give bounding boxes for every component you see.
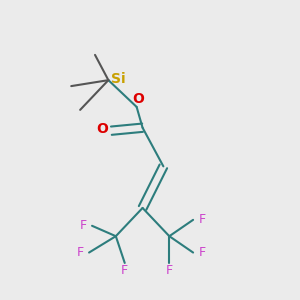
Text: O: O <box>96 122 108 136</box>
Text: O: O <box>132 92 144 106</box>
Text: F: F <box>199 246 206 259</box>
Text: Si: Si <box>112 72 126 86</box>
Text: F: F <box>166 264 173 277</box>
Text: F: F <box>80 219 87 232</box>
Text: F: F <box>121 264 128 277</box>
Text: F: F <box>199 213 206 226</box>
Text: F: F <box>77 246 84 259</box>
